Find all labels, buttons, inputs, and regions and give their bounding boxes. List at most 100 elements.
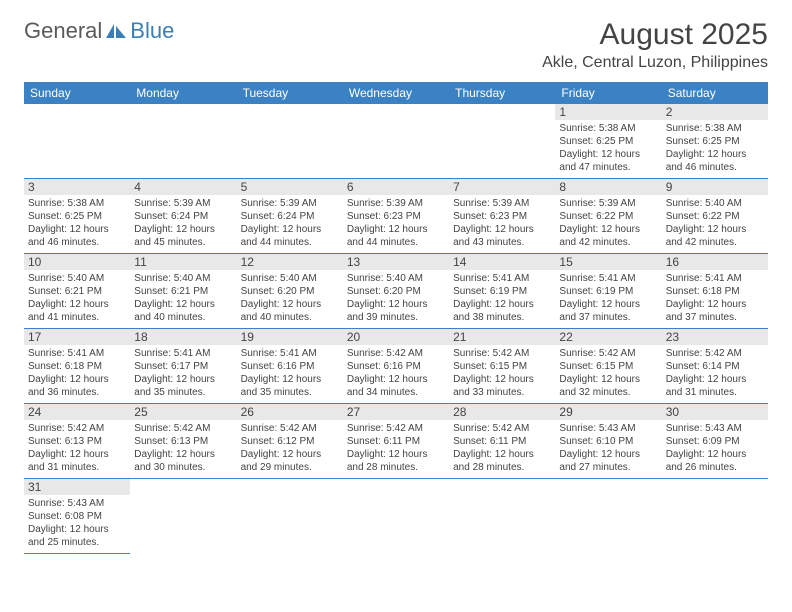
day-number: 16	[662, 254, 768, 270]
calendar-cell: 10Sunrise: 5:40 AMSunset: 6:21 PMDayligh…	[24, 254, 130, 329]
day-info: Sunrise: 5:42 AMSunset: 6:13 PMDaylight:…	[28, 422, 126, 474]
calendar-cell: 6Sunrise: 5:39 AMSunset: 6:23 PMDaylight…	[343, 179, 449, 254]
day-number: 9	[662, 179, 768, 195]
day-number: 11	[130, 254, 236, 270]
day-info: Sunrise: 5:38 AMSunset: 6:25 PMDaylight:…	[666, 122, 764, 174]
day-info: Sunrise: 5:41 AMSunset: 6:19 PMDaylight:…	[453, 272, 551, 324]
weekday-header: Wednesday	[343, 82, 449, 104]
page-title: August 2025	[542, 18, 768, 52]
day-number: 5	[237, 179, 343, 195]
calendar-cell: 4Sunrise: 5:39 AMSunset: 6:24 PMDaylight…	[130, 179, 236, 254]
calendar-cell	[343, 479, 449, 554]
day-number: 1	[555, 104, 661, 120]
calendar-cell: 2 Sunrise: 5:38 AMSunset: 6:25 PMDaylight…	[662, 104, 768, 179]
calendar-row: 10Sunrise: 5:40 AMSunset: 6:21 PMDayligh…	[24, 254, 768, 329]
weekday-header: Sunday	[24, 82, 130, 104]
day-number: 18	[130, 329, 236, 345]
day-number: 24	[24, 404, 130, 420]
day-number: 25	[130, 404, 236, 420]
calendar-row: 17 Sunrise: 5:41 AMSunset: 6:18 PMDayligh…	[24, 329, 768, 404]
day-number: 30	[662, 404, 768, 420]
calendar-cell: 29 Sunrise: 5:43 AMSunset: 6:10 PMDayligh…	[555, 404, 661, 479]
calendar-cell	[237, 479, 343, 554]
calendar-cell: 23 Sunrise: 5:42 AMSunset: 6:14 PMDayligh…	[662, 329, 768, 404]
day-number: 15	[555, 254, 661, 270]
day-info: Sunrise: 5:41 AMSunset: 6:18 PMDaylight:…	[28, 347, 126, 399]
day-number: 2	[662, 104, 768, 120]
day-number: 29	[555, 404, 661, 420]
calendar-cell: 27Sunrise: 5:42 AMSunset: 6:11 PMDayligh…	[343, 404, 449, 479]
day-number: 22	[555, 329, 661, 345]
day-number: 3	[24, 179, 130, 195]
weekday-header: Tuesday	[237, 82, 343, 104]
weekday-header: Thursday	[449, 82, 555, 104]
day-info: Sunrise: 5:43 AMSunset: 6:08 PMDaylight:…	[28, 497, 126, 549]
calendar-cell	[449, 479, 555, 554]
day-info: Sunrise: 5:42 AMSunset: 6:14 PMDaylight:…	[666, 347, 764, 399]
day-number: 7	[449, 179, 555, 195]
calendar-cell: 3 Sunrise: 5:38 AMSunset: 6:25 PMDaylight…	[24, 179, 130, 254]
day-number: 19	[237, 329, 343, 345]
calendar-cell: 20 Sunrise: 5:42 AMSunset: 6:16 PMDayligh…	[343, 329, 449, 404]
day-info: Sunrise: 5:41 AMSunset: 6:16 PMDaylight:…	[241, 347, 339, 399]
day-info: Sunrise: 5:42 AMSunset: 6:13 PMDaylight:…	[134, 422, 232, 474]
calendar-cell: 11Sunrise: 5:40 AMSunset: 6:21 PMDayligh…	[130, 254, 236, 329]
day-number: 17	[24, 329, 130, 345]
calendar-header-row: SundayMondayTuesdayWednesdayThursdayFrid…	[24, 82, 768, 104]
calendar-cell: 24 Sunrise: 5:42 AMSunset: 6:13 PMDayligh…	[24, 404, 130, 479]
day-number: 12	[237, 254, 343, 270]
calendar-cell	[555, 479, 661, 554]
calendar-cell: 13Sunrise: 5:40 AMSunset: 6:20 PMDayligh…	[343, 254, 449, 329]
day-info: Sunrise: 5:40 AMSunset: 6:20 PMDaylight:…	[241, 272, 339, 324]
day-number: 20	[343, 329, 449, 345]
calendar-cell	[130, 479, 236, 554]
day-info: Sunrise: 5:39 AMSunset: 6:24 PMDaylight:…	[241, 197, 339, 249]
day-info: Sunrise: 5:41 AMSunset: 6:17 PMDaylight:…	[134, 347, 232, 399]
day-info: Sunrise: 5:39 AMSunset: 6:23 PMDaylight:…	[453, 197, 551, 249]
day-info: Sunrise: 5:40 AMSunset: 6:22 PMDaylight:…	[666, 197, 764, 249]
calendar-row: 24Sunrise: 5:42 AMSunset: 6:13 PMDayligh…	[24, 404, 768, 479]
calendar-cell: 15Sunrise: 5:41 AMSunset: 6:19 PMDayligh…	[555, 254, 661, 329]
calendar-cell: 25 Sunrise: 5:42 AMSunset: 6:13 PMDayligh…	[130, 404, 236, 479]
day-number: 10	[24, 254, 130, 270]
day-info: Sunrise: 5:42 AMSunset: 6:15 PMDaylight:…	[559, 347, 657, 399]
day-number: 28	[449, 404, 555, 420]
location: Akle, Central Luzon, Philippines	[542, 54, 768, 72]
day-number: 8	[555, 179, 661, 195]
calendar-cell: 17 Sunrise: 5:41 AMSunset: 6:18 PMDayligh…	[24, 329, 130, 404]
header: General Blue August 2025 Akle, Central L…	[24, 18, 768, 72]
weekday-header: Saturday	[662, 82, 768, 104]
logo-text-general: General	[24, 18, 102, 44]
day-number: 21	[449, 329, 555, 345]
calendar-row: 1 Sunrise: 5:38 AMSunset: 6:25 PMDaylight…	[24, 104, 768, 179]
logo: General Blue	[24, 18, 174, 44]
calendar-cell	[130, 104, 236, 179]
calendar-cell	[343, 104, 449, 179]
day-info: Sunrise: 5:43 AMSunset: 6:09 PMDaylight:…	[666, 422, 764, 474]
day-info: Sunrise: 5:41 AMSunset: 6:18 PMDaylight:…	[666, 272, 764, 324]
day-info: Sunrise: 5:43 AMSunset: 6:10 PMDaylight:…	[559, 422, 657, 474]
day-info: Sunrise: 5:38 AMSunset: 6:25 PMDaylight:…	[28, 197, 126, 249]
day-number: 31	[24, 479, 130, 495]
calendar-cell	[237, 104, 343, 179]
day-number: 14	[449, 254, 555, 270]
day-number: 26	[237, 404, 343, 420]
day-info: Sunrise: 5:40 AMSunset: 6:20 PMDaylight:…	[347, 272, 445, 324]
calendar-cell: 16 Sunrise: 5:41 AMSunset: 6:18 PMDayligh…	[662, 254, 768, 329]
calendar-cell: 19 Sunrise: 5:41 AMSunset: 6:16 PMDayligh…	[237, 329, 343, 404]
calendar-cell: 28Sunrise: 5:42 AMSunset: 6:11 PMDayligh…	[449, 404, 555, 479]
day-number: 23	[662, 329, 768, 345]
calendar-cell	[662, 479, 768, 554]
calendar-cell: 12 Sunrise: 5:40 AMSunset: 6:20 PMDayligh…	[237, 254, 343, 329]
calendar-body: 1 Sunrise: 5:38 AMSunset: 6:25 PMDaylight…	[24, 104, 768, 554]
day-info: Sunrise: 5:39 AMSunset: 6:23 PMDaylight:…	[347, 197, 445, 249]
calendar-row: 31 Sunrise: 5:43 AMSunset: 6:08 PMDayligh…	[24, 479, 768, 554]
calendar-cell: 21Sunrise: 5:42 AMSunset: 6:15 PMDayligh…	[449, 329, 555, 404]
day-info: Sunrise: 5:42 AMSunset: 6:16 PMDaylight:…	[347, 347, 445, 399]
day-info: Sunrise: 5:42 AMSunset: 6:12 PMDaylight:…	[241, 422, 339, 474]
calendar-cell	[24, 104, 130, 179]
calendar-cell	[449, 104, 555, 179]
calendar-cell: 22 Sunrise: 5:42 AMSunset: 6:15 PMDayligh…	[555, 329, 661, 404]
calendar-cell: 9 Sunrise: 5:40 AMSunset: 6:22 PMDaylight…	[662, 179, 768, 254]
weekday-header: Monday	[130, 82, 236, 104]
